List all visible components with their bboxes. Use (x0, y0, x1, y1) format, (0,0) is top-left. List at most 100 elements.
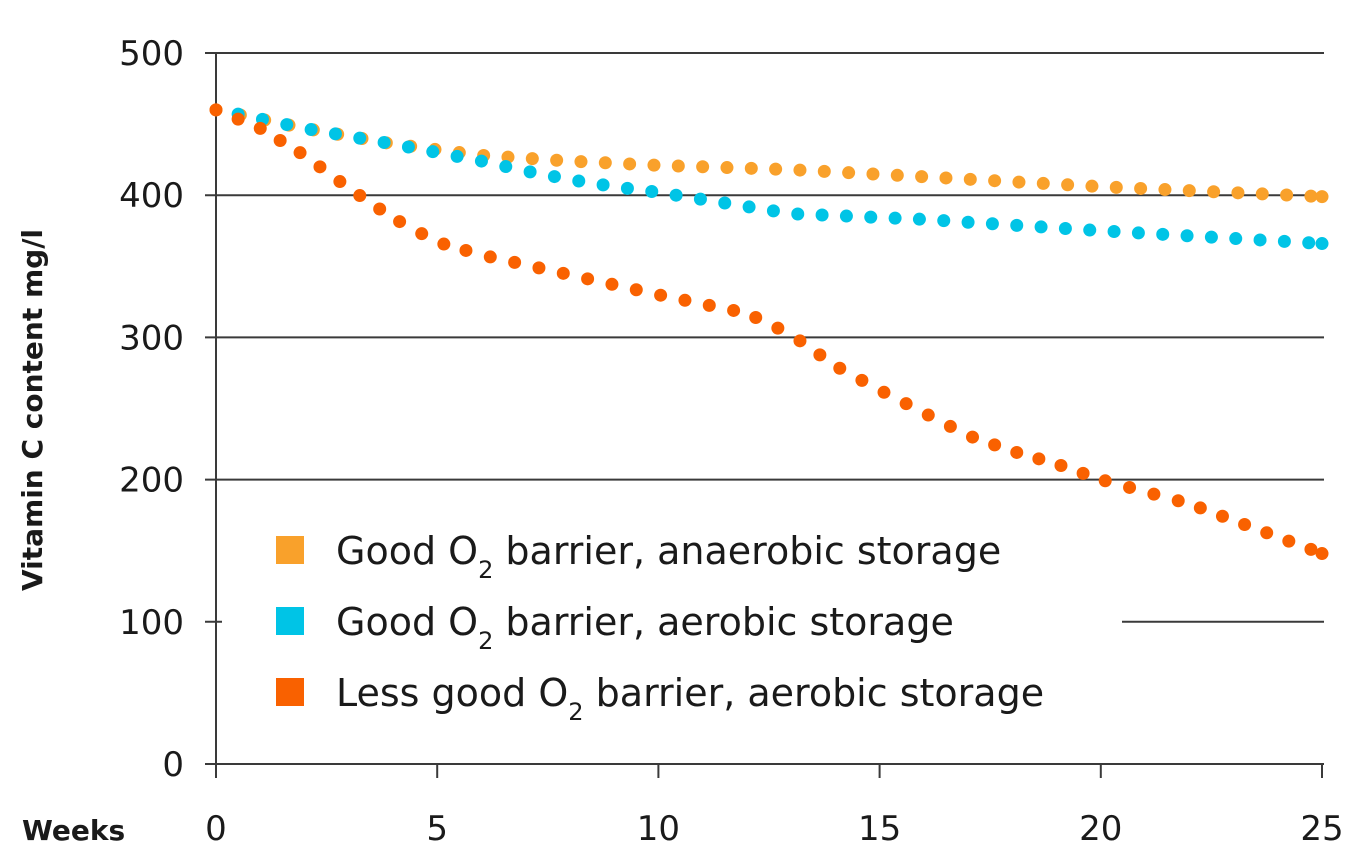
series-1-dot (1034, 220, 1048, 234)
series-2-dot (293, 146, 307, 160)
series-0-dot (842, 166, 856, 180)
series-1-dot (547, 170, 561, 184)
series-2-dot (333, 175, 347, 189)
series-1-dot (620, 181, 634, 195)
legend-background (222, 512, 1122, 717)
y-tick-label: 300 (119, 318, 184, 358)
legend-item-1: Good O2 barrier, aerobic storage (276, 600, 954, 655)
series-2-dot (771, 321, 785, 335)
series-2-dot (1260, 526, 1274, 540)
series-0-dot (1158, 183, 1172, 197)
y-axis-title: Vitamin C content mg/l (16, 229, 49, 591)
series-0-dot (598, 156, 612, 170)
series-2 (209, 103, 1329, 561)
y-tick-label: 0 (162, 745, 184, 785)
series-0-dot (720, 161, 734, 175)
series-2-dot (899, 397, 913, 411)
series-2-dot (702, 298, 716, 312)
series-0-dot (890, 168, 904, 182)
series-2-dot (373, 202, 387, 216)
series-0-dot (550, 153, 564, 167)
series-0-dot (647, 158, 661, 172)
series-1-dot (304, 123, 318, 137)
series-2-dot (1304, 542, 1318, 556)
series-2-dot (921, 408, 935, 422)
series-2-dot (749, 310, 763, 324)
series-1 (231, 107, 1329, 251)
series-2-dot (1238, 518, 1252, 532)
series-1-dot (645, 185, 659, 199)
series-2-dot (1076, 466, 1090, 480)
x-tick-label: 20 (1079, 809, 1122, 849)
series-1-dot (1302, 236, 1316, 250)
series-2-dot (459, 243, 473, 257)
series-1-dot (1058, 221, 1072, 235)
series-0-dot (696, 160, 710, 174)
x-tick-label: 25 (1300, 809, 1343, 849)
series-1-dot (353, 131, 367, 145)
series-1-dot (742, 200, 756, 214)
series-1-dot (1315, 237, 1329, 251)
series-2-dot (313, 160, 327, 174)
series-0-dot (1304, 189, 1318, 203)
series-1-dot (985, 217, 999, 231)
series-2-dot (988, 438, 1002, 452)
series-0-dot (866, 167, 880, 181)
x-tick-label: 15 (858, 809, 901, 849)
series-2-dot (727, 303, 741, 317)
series-2-dot (1054, 459, 1068, 473)
series-0-dot (988, 174, 1002, 188)
series-1-dot (961, 215, 975, 229)
series-0-dot (623, 157, 637, 171)
series-2-dot (483, 250, 497, 264)
series-1-dot (888, 211, 902, 225)
series-0-dot (574, 155, 588, 169)
series-1-dot (499, 160, 513, 174)
legend-item-0: Good O2 barrier, anaerobic storage (276, 529, 1001, 584)
series-0-dot (1231, 186, 1245, 200)
axes (215, 53, 1323, 778)
series-0-dot (769, 162, 783, 176)
series-1-dot (864, 210, 878, 224)
series-2-dot (415, 227, 429, 241)
series-2-dot (1010, 445, 1024, 459)
series-1-dot (426, 145, 440, 159)
series-2-dot (629, 283, 643, 297)
series-1-dot (328, 127, 342, 141)
legend-label: Good O2 barrier, anaerobic storage (336, 529, 1001, 584)
series-2-dot (353, 189, 367, 203)
series-1-dot (1010, 218, 1024, 232)
series-2-dot (1315, 547, 1329, 561)
series-1-dot (912, 212, 926, 226)
series-1-dot (1156, 227, 1170, 241)
y-tick-label: 400 (119, 176, 184, 216)
series-2-dot (556, 266, 570, 280)
series-0-dot (744, 161, 758, 175)
series-2-dot (1032, 452, 1046, 466)
series-1-dot (1083, 223, 1097, 237)
series-0-dot (1182, 184, 1196, 198)
series-2-dot (1215, 509, 1229, 523)
series-2-dot (877, 385, 891, 399)
series-1-dot (401, 140, 415, 154)
y-tick-label: 100 (119, 603, 184, 643)
series-2-dot (678, 293, 692, 307)
series-2-dot (605, 277, 619, 291)
series-1-dot (693, 192, 707, 206)
series-2-dot (437, 237, 451, 251)
series-0-dot (1207, 185, 1221, 199)
series-2-dot (209, 103, 223, 117)
series-2-dot (532, 261, 546, 275)
series-2-dot (508, 255, 522, 269)
series-1-dot (669, 188, 683, 202)
series-2-dot (273, 134, 287, 148)
series-0-dot (817, 164, 831, 178)
x-tick-label: 0 (205, 809, 227, 849)
series-2-dot (1171, 494, 1185, 508)
series-1-dot (839, 209, 853, 223)
y-tick-label: 500 (119, 34, 184, 74)
series-0-dot (963, 172, 977, 186)
series-0-dot (793, 163, 807, 177)
series-0-dot (1012, 175, 1026, 189)
